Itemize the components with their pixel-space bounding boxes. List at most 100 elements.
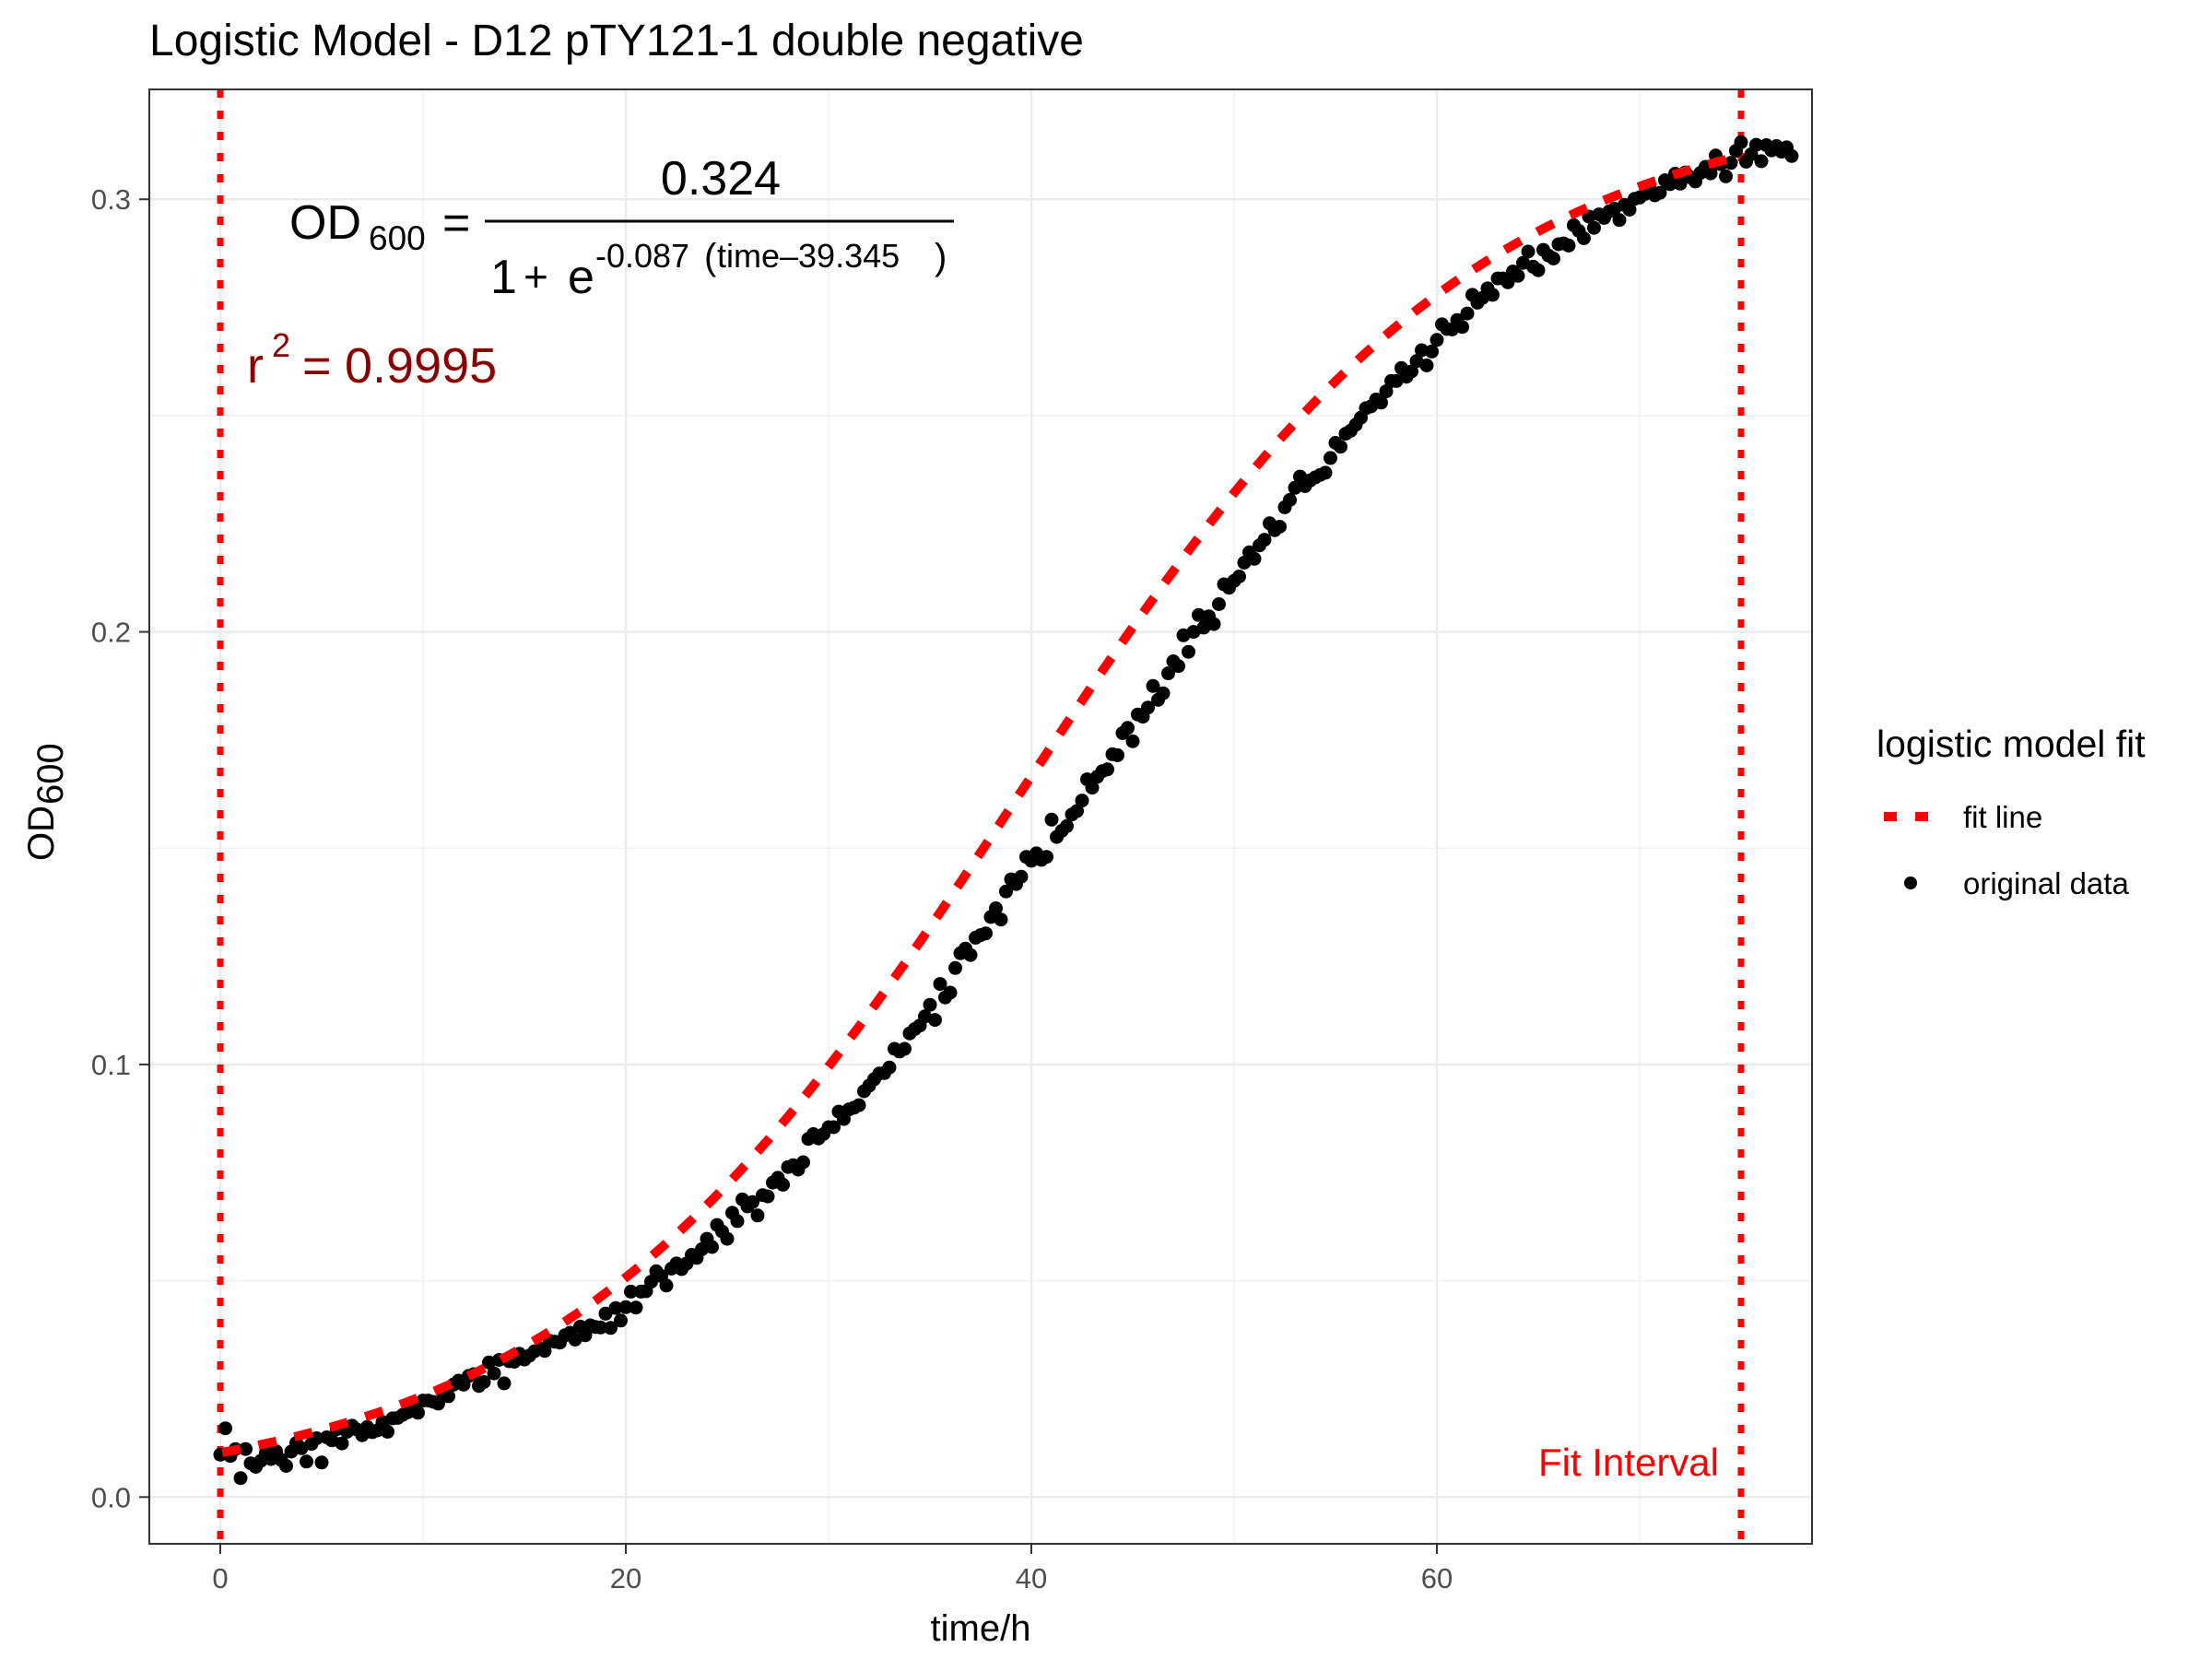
data-point [1146, 678, 1160, 693]
r2-value: 0.9995 [345, 338, 497, 394]
data-point [1587, 220, 1601, 235]
data-point [659, 1278, 674, 1293]
data-point [1182, 644, 1195, 659]
data-point [1577, 231, 1591, 245]
y-tick-label: 0.2 [91, 617, 131, 649]
data-point [933, 977, 947, 992]
data-point [1379, 384, 1394, 399]
legend-entry-original-data: original data [1904, 866, 2129, 900]
data-point [1663, 177, 1677, 192]
data-point [827, 1120, 841, 1135]
eq-exponent: -0.087 [595, 237, 689, 275]
data-point [943, 985, 958, 1000]
data-point [1561, 238, 1576, 253]
y-tick-label: 0.0 [91, 1481, 131, 1513]
data-point [1206, 617, 1221, 631]
data-point [1521, 244, 1535, 259]
panel-border [148, 88, 1813, 1545]
eq-lhs-subscript: 600 [369, 219, 426, 257]
r-squared-annotation: r 2 = 0.9995 [247, 326, 497, 394]
fit-interval-label: Fit Interval [1538, 1441, 1719, 1484]
data-point [1405, 364, 1418, 379]
data-point [1070, 804, 1084, 818]
data-point [1719, 169, 1733, 183]
legend-title: logistic model fit [1877, 723, 2146, 765]
data-point [1075, 794, 1089, 808]
y-axis-title: OD 600 [21, 743, 71, 861]
data-point [928, 1013, 942, 1028]
data-point [1430, 333, 1444, 347]
eq-lhs: OD [289, 196, 361, 250]
data-point [1334, 440, 1347, 454]
data-point [1283, 492, 1297, 507]
data-point [1085, 781, 1100, 795]
data-point [1141, 700, 1155, 715]
data-points [213, 135, 1799, 1486]
data-point [882, 1060, 897, 1075]
major-gridlines [149, 89, 1812, 1544]
data-point [1100, 762, 1114, 777]
data-point [1622, 203, 1637, 217]
data-point [618, 1300, 633, 1314]
data-point [431, 1396, 445, 1411]
data-point [608, 1300, 623, 1315]
data-point [598, 1306, 613, 1321]
y-axis: 0.0 0.1 0.2 0.3 [91, 183, 149, 1513]
data-point [760, 1189, 775, 1204]
data-point [1703, 166, 1718, 181]
data-point [746, 1194, 759, 1209]
equation-annotation: OD 600 = 0.324 1 + e -0.087 ( time–39.34… [289, 152, 954, 304]
data-point [1500, 275, 1515, 289]
data-point [594, 1320, 607, 1335]
data-point [497, 1376, 512, 1391]
eq-denominator-one: 1 [490, 251, 517, 304]
data-point [300, 1454, 313, 1469]
data-point [411, 1406, 425, 1420]
data-point [1324, 451, 1337, 465]
chart-title: Logistic Model - D12 pTY121-1 double neg… [149, 17, 1084, 65]
data-point [999, 884, 1013, 899]
data-point [604, 1321, 618, 1335]
data-point [1257, 533, 1272, 547]
data-point [1486, 288, 1500, 302]
data-point [381, 1424, 394, 1439]
data-point [1060, 818, 1074, 833]
panel-background [149, 89, 1812, 1544]
legend: logistic model fit fit line original dat… [1877, 723, 2146, 900]
data-point [1511, 268, 1525, 283]
data-point [898, 1041, 912, 1056]
data-point [1014, 869, 1029, 884]
data-point [1374, 395, 1388, 410]
data-point [477, 1375, 491, 1389]
r2-equals: = [302, 338, 332, 394]
data-point [796, 1155, 810, 1170]
data-point [750, 1208, 765, 1223]
data-point [1121, 721, 1135, 735]
r2-r: r [247, 338, 264, 394]
x-tick-label: 0 [212, 1562, 228, 1594]
data-point [1161, 666, 1175, 681]
data-point [1212, 597, 1226, 611]
data-point [1040, 850, 1053, 865]
data-point [1273, 520, 1287, 534]
y-axis-title-subscript: 600 [30, 743, 71, 805]
data-point [1784, 148, 1799, 163]
x-tick-label: 60 [1421, 1562, 1453, 1594]
data-point [314, 1455, 329, 1470]
data-point [1125, 734, 1140, 748]
data-point [1156, 686, 1171, 700]
eq-paren-open: ( [704, 237, 717, 277]
eq-e: e [568, 251, 594, 304]
data-point [1232, 570, 1246, 583]
data-point [1044, 812, 1059, 827]
data-point [730, 1214, 745, 1229]
fit-interval-lines [217, 89, 1745, 1544]
data-point [994, 912, 1008, 927]
data-point [1111, 747, 1124, 762]
eq-paren-close: ) [935, 237, 947, 277]
fit-line [221, 151, 1743, 1457]
data-point [1653, 185, 1667, 200]
eq-numerator: 0.324 [661, 152, 781, 206]
